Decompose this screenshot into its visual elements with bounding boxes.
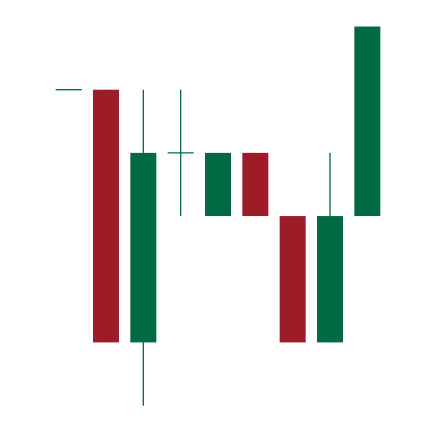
candle	[242, 152, 269, 217]
candle	[354, 26, 381, 217]
candle-body	[93, 89, 119, 343]
candle-body	[279, 216, 306, 343]
candle	[167, 89, 194, 217]
candle	[317, 152, 343, 343]
candle-body	[242, 152, 269, 217]
candle-body	[130, 152, 157, 343]
candle	[93, 89, 119, 343]
candle	[279, 216, 306, 343]
candle	[130, 89, 157, 406]
candle	[205, 152, 231, 217]
candle-body	[317, 216, 343, 343]
candles-layer	[55, 26, 381, 406]
candle-body	[354, 26, 381, 217]
candle-body	[205, 152, 231, 217]
